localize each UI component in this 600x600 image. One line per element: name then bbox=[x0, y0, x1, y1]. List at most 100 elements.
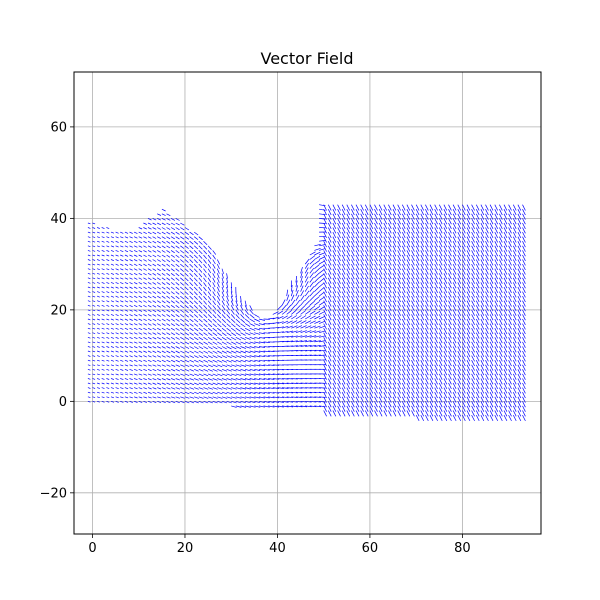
vector-arrow bbox=[466, 405, 471, 412]
vector-arrow bbox=[124, 396, 129, 399]
vector-arrow bbox=[152, 218, 157, 221]
vector-arrow bbox=[508, 213, 512, 220]
vector-arrow bbox=[286, 299, 291, 306]
vector-arrow bbox=[166, 254, 171, 258]
vector-arrow bbox=[374, 396, 378, 403]
vector-arrow bbox=[415, 231, 420, 239]
vector-arrow bbox=[110, 268, 115, 271]
vector-arrow bbox=[420, 236, 425, 243]
vector-arrow bbox=[258, 368, 266, 371]
vector-arrow bbox=[397, 305, 401, 312]
vector-arrow bbox=[397, 259, 401, 266]
vector-arrow bbox=[157, 396, 162, 399]
vector-arrow bbox=[231, 327, 236, 332]
vector-arrow bbox=[286, 310, 292, 315]
vector-arrow bbox=[378, 300, 383, 307]
vector-arrow bbox=[397, 392, 401, 399]
vector-arrow bbox=[120, 314, 124, 317]
vector-arrow bbox=[170, 336, 176, 340]
vector-arrow bbox=[240, 323, 246, 328]
vector-arrow bbox=[415, 241, 420, 248]
vector-arrow bbox=[170, 282, 175, 286]
vector-arrow bbox=[438, 250, 443, 257]
vector-arrow bbox=[401, 245, 406, 252]
vector-arrow bbox=[457, 259, 462, 266]
vector-arrow bbox=[462, 218, 466, 225]
vector-arrow bbox=[282, 400, 289, 403]
vector-arrow bbox=[480, 414, 485, 422]
vector-arrow bbox=[87, 400, 91, 403]
vector-arrow bbox=[397, 350, 401, 357]
vector-arrow bbox=[457, 209, 462, 216]
vector-arrow bbox=[388, 314, 392, 321]
vector-arrow bbox=[161, 300, 166, 304]
vector-arrow bbox=[217, 327, 222, 332]
vector-arrow bbox=[503, 337, 508, 344]
vector-arrow bbox=[170, 254, 175, 258]
vector-arrow bbox=[448, 204, 452, 211]
vector-arrow bbox=[106, 282, 110, 284]
vector-arrow bbox=[175, 305, 180, 309]
vector-arrow bbox=[480, 305, 485, 312]
vector-arrow bbox=[87, 350, 91, 353]
vector-arrow bbox=[323, 273, 327, 280]
vector-arrow bbox=[249, 309, 254, 315]
vector-arrow bbox=[341, 245, 346, 252]
vector-arrow bbox=[254, 355, 261, 358]
vector-arrow bbox=[295, 400, 303, 403]
vector-arrow bbox=[133, 323, 138, 326]
vector-arrow bbox=[475, 254, 480, 261]
vector-arrow bbox=[92, 227, 96, 229]
vector-arrow bbox=[457, 282, 462, 289]
vector-arrow bbox=[512, 245, 517, 252]
vector-arrow bbox=[388, 405, 392, 412]
vector-arrow bbox=[401, 323, 406, 330]
vector-arrow bbox=[406, 355, 411, 362]
vector-arrow bbox=[378, 337, 383, 344]
vector-arrow bbox=[221, 396, 228, 399]
vector-arrow bbox=[129, 300, 133, 303]
vector-arrow bbox=[87, 346, 91, 348]
vector-arrow bbox=[508, 254, 512, 261]
vector-arrow bbox=[374, 218, 378, 225]
vector-arrow bbox=[106, 391, 110, 394]
vector-arrow bbox=[434, 396, 438, 403]
vector-arrow bbox=[503, 204, 508, 211]
vector-arrow bbox=[161, 268, 166, 272]
vector-arrow bbox=[429, 268, 434, 275]
vector-arrow bbox=[452, 378, 457, 385]
vector-arrow bbox=[457, 364, 462, 371]
vector-arrow bbox=[341, 305, 346, 312]
vector-arrow bbox=[124, 295, 129, 298]
vector-arrow bbox=[189, 359, 195, 363]
vector-arrow bbox=[198, 305, 203, 309]
vector-arrow bbox=[485, 245, 489, 252]
vector-arrow bbox=[360, 346, 364, 353]
vector-arrow bbox=[203, 245, 208, 250]
vector-arrow bbox=[480, 227, 485, 234]
vector-arrow bbox=[508, 373, 512, 380]
vector-arrow bbox=[462, 245, 466, 252]
vector-arrow bbox=[180, 222, 185, 226]
vector-arrow bbox=[319, 340, 326, 343]
vector-arrow bbox=[341, 405, 346, 412]
vector-arrow bbox=[152, 240, 157, 244]
vector-arrow bbox=[87, 236, 91, 238]
vector-arrow bbox=[244, 318, 251, 323]
vector-arrow bbox=[120, 300, 124, 303]
vector-arrow bbox=[383, 231, 388, 239]
vector-arrow bbox=[327, 268, 332, 275]
vector-arrow bbox=[448, 286, 452, 293]
vector-arrow bbox=[194, 373, 199, 377]
vector-arrow bbox=[244, 305, 248, 311]
vector-arrow bbox=[309, 396, 317, 398]
vector-arrow bbox=[388, 282, 392, 289]
vector-arrow bbox=[244, 309, 249, 315]
vector-arrow bbox=[258, 364, 266, 367]
vector-arrow bbox=[485, 410, 489, 417]
vector-arrow bbox=[198, 291, 203, 296]
vector-arrow bbox=[392, 323, 397, 330]
vector-arrow bbox=[378, 236, 383, 243]
vector-arrow bbox=[341, 218, 346, 225]
vector-arrow bbox=[106, 323, 110, 326]
